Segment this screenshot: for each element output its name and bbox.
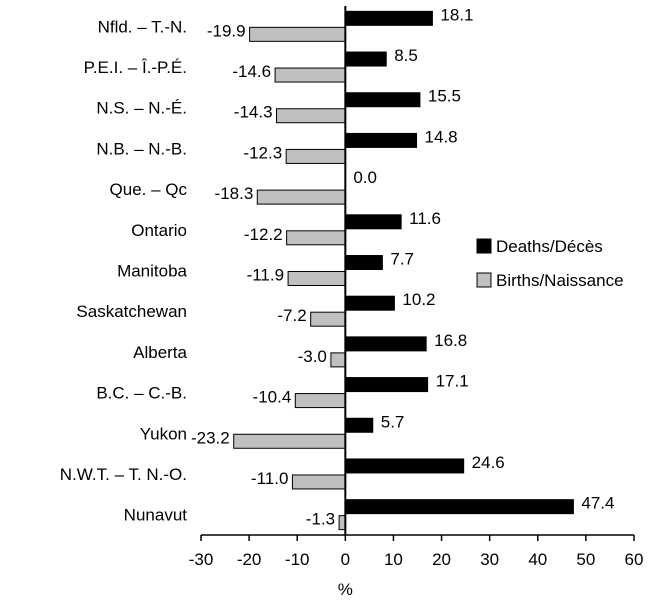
x-tick-label: 20 [432,550,451,569]
births-value-label: -14.6 [232,62,271,81]
deaths-value-label: 18.1 [440,5,473,24]
deaths-value-label: 24.6 [472,453,505,472]
category-label: N.B. – N.-B. [96,139,187,158]
births-value-label: -12.2 [244,225,283,244]
deaths-value-label: 7.7 [390,250,414,269]
births-bar [330,352,346,368]
category-label: Saskatchewan [76,302,187,321]
births-value-label: -7.2 [277,306,306,325]
deaths-bar [344,132,418,148]
deaths-value-label: 16.8 [434,331,467,350]
births-bar [310,311,346,327]
legend-label-deaths: Deaths/Décès [496,237,603,256]
births-bar [276,108,346,124]
category-label: Ontario [131,221,187,240]
deaths-value-label: 5.7 [381,412,405,431]
deaths-bar [344,255,383,270]
births-value-label: -11.0 [251,469,289,488]
category-label: Nunavut [124,506,188,525]
x-tick-label: -30 [189,550,214,569]
deaths-value-label: 11.6 [409,209,441,228]
deaths-bar [344,377,429,393]
x-tick-label: -20 [237,550,262,569]
births-value-label: -1.3 [306,510,335,529]
deaths-value-label: 0.0 [353,168,377,187]
births-value-label: -11.9 [247,266,285,285]
births-bar [294,393,346,409]
x-tick-label: 10 [384,550,403,569]
births-value-label: -3.0 [298,347,327,366]
deaths-value-label: 47.4 [581,494,614,513]
category-label: Manitoba [117,262,187,281]
deaths-bar [344,92,421,108]
deaths-value-label: 8.5 [394,46,418,65]
category-label: Alberta [133,343,187,362]
deaths-value-label: 15.5 [428,87,461,106]
births-value-label: -10.4 [253,388,292,407]
births-bar [286,230,346,246]
x-tick-label: 0 [341,550,350,569]
deaths-bar [344,214,402,230]
births-bar [287,271,346,286]
category-label: P.E.I. – Î.-P.É. [84,58,187,77]
category-label: Yukon [140,424,187,443]
deaths-bar [344,336,427,352]
legend-label-births: Births/Naissance [496,271,624,290]
x-tick-label: 50 [576,550,595,569]
category-label: N.W.T. – T. N.-O. [60,465,187,484]
births-value-label: -14.3 [234,103,273,122]
x-tick-label: 30 [480,550,499,569]
births-bar [291,474,346,490]
x-tick-label: 40 [528,550,547,569]
deaths-value-label: 14.8 [425,127,458,146]
births-value-label: -19.9 [207,21,246,40]
deaths-bar [344,499,574,515]
deaths-value-label: 10.2 [402,290,435,309]
deaths-bar [344,10,433,26]
births-value-label: -23.2 [191,428,230,447]
births-bar [256,189,346,205]
x-axis-title: % [338,580,353,599]
category-label: B.C. – C.-B. [96,384,187,403]
category-label: Que. – Qc [110,180,188,199]
births-bar [249,26,346,42]
x-tick-label: 60 [625,550,644,569]
x-tick-label: -10 [285,550,310,569]
category-label: Nfld. – T.-N. [98,17,187,36]
births-value-label: -18.3 [215,184,254,203]
category-label: N.S. – N.-É. [96,99,187,118]
deaths-bar [344,458,465,474]
births-bar [274,67,346,83]
births-bar [233,433,346,449]
deaths-bar [344,417,374,433]
births-value-label: -12.3 [243,143,282,162]
deaths-bar [344,295,395,311]
legend-swatch-births [476,272,492,288]
births-bar [285,148,346,164]
deaths-bar [344,51,387,67]
legend-swatch-deaths [476,238,492,254]
deaths-value-label: 17.1 [436,372,469,391]
